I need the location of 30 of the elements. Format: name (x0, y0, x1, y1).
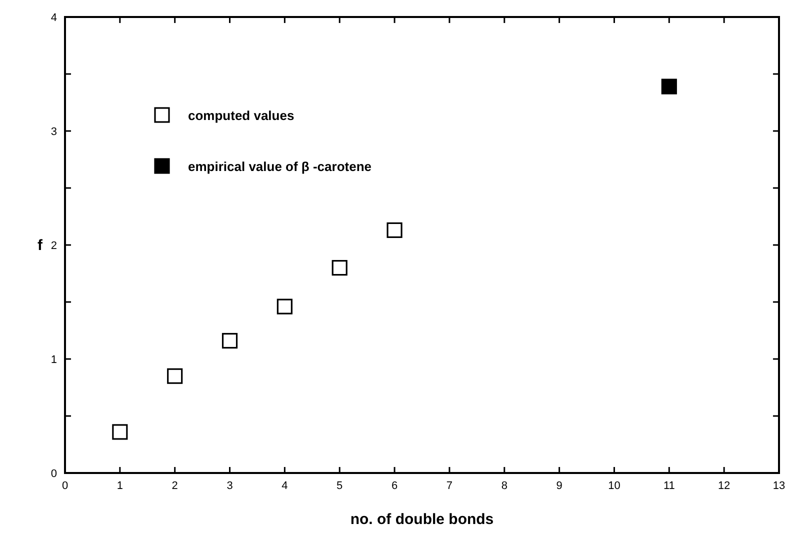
point (386, 222, 402, 238)
point (332, 260, 348, 276)
x-tick-label: 0 (62, 480, 68, 492)
x-tick-label: 7 (446, 480, 453, 492)
legend-label: empirical value of β -carotene (188, 159, 372, 174)
y-tick-label: 1 (50, 354, 57, 366)
x-tick-label: 10 (608, 480, 620, 492)
x-tick-label: 12 (718, 480, 730, 492)
x-tick-label: 6 (391, 480, 398, 492)
point (167, 368, 183, 384)
x-tick-label: 9 (556, 480, 562, 492)
y-tick-label: 0 (50, 468, 57, 480)
x-axis-title: no. of double bonds (350, 511, 494, 528)
point (112, 424, 128, 440)
x-tick-label: 13 (772, 480, 786, 492)
point (661, 78, 677, 94)
x-tick-label: 11 (663, 480, 675, 492)
x-tick-label: 8 (501, 480, 508, 492)
x-tick-label: 3 (226, 480, 233, 492)
x-tick-label: 4 (282, 480, 288, 492)
y-tick-label: 4 (50, 12, 57, 24)
point (222, 332, 238, 349)
y-tick-label: 2 (50, 240, 57, 252)
x-tick-label: 5 (336, 480, 343, 492)
x-tick-label: 2 (172, 480, 178, 492)
y-axis-title: f (38, 237, 44, 254)
y-tick-label: 3 (50, 126, 57, 138)
point (276, 298, 292, 314)
x-tick-label: 1 (116, 480, 123, 492)
legend-label: computed values (188, 108, 294, 123)
